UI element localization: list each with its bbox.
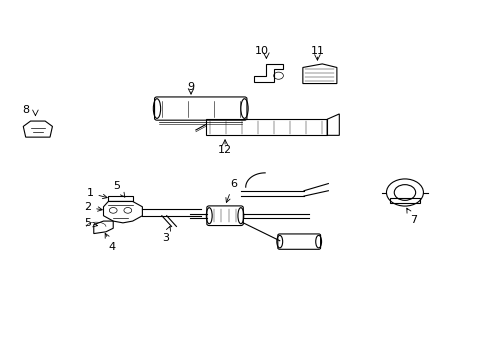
- Text: 5: 5: [113, 181, 124, 197]
- Text: 7: 7: [406, 208, 416, 225]
- Text: 2: 2: [84, 202, 102, 212]
- Text: 11: 11: [310, 46, 324, 57]
- Text: 5: 5: [84, 219, 97, 229]
- Text: 8: 8: [22, 105, 29, 115]
- Text: 12: 12: [218, 145, 232, 155]
- Text: 10: 10: [254, 46, 268, 57]
- Text: 4: 4: [105, 233, 115, 252]
- Text: 6: 6: [225, 179, 236, 202]
- Text: 1: 1: [86, 188, 107, 199]
- Text: 3: 3: [162, 226, 170, 243]
- Text: 9: 9: [187, 82, 194, 92]
- Bar: [389, 198, 419, 203]
